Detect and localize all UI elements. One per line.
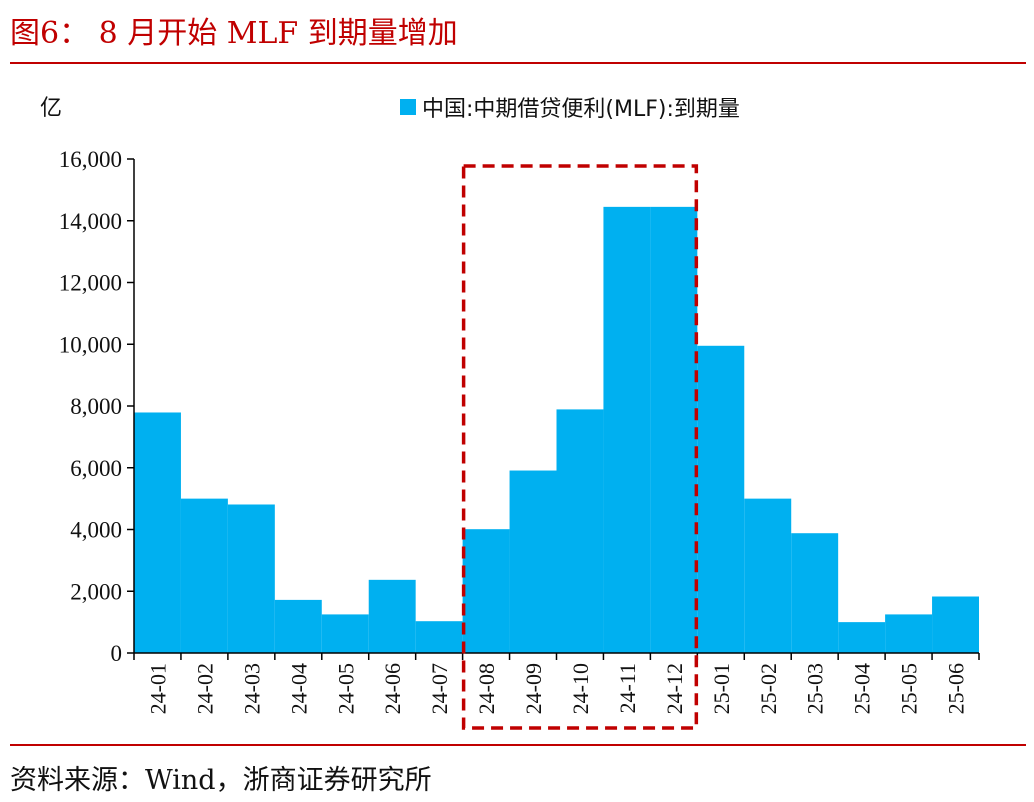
bar-24-07: [415, 621, 463, 653]
bar-24-10: [556, 409, 604, 653]
x-tick-label: 24-01: [145, 663, 170, 714]
x-tick-label: 24-11: [615, 663, 640, 714]
x-tick-label: 24-12: [662, 663, 687, 714]
legend-label: 中国:中期借贷便利(MLF):到期量: [422, 97, 740, 122]
x-tick-label: 25-03: [803, 663, 828, 714]
x-tick-label: 24-10: [568, 663, 593, 714]
x-tick-label: 24-07: [427, 663, 452, 714]
y-tick-label: 14,000: [59, 209, 122, 234]
bar-25-05: [885, 614, 933, 653]
legend-swatch: [400, 99, 416, 115]
y-tick-label: 10,000: [59, 332, 122, 357]
bar-25-04: [838, 622, 886, 654]
x-tick-label: 24-04: [286, 663, 311, 714]
x-tick-label: 25-05: [897, 663, 922, 714]
bar-24-02: [180, 498, 228, 654]
bar-24-06: [368, 579, 416, 653]
y-tick-label: 8,000: [70, 394, 122, 419]
x-tick-label: 24-05: [333, 663, 358, 714]
x-tick-label: 24-06: [380, 663, 405, 714]
source-rule: [10, 744, 1026, 746]
bar-24-04: [274, 599, 322, 653]
bar-24-08: [462, 529, 510, 653]
figure-title: 图6： 8 月开始 MLF 到期量增加: [10, 16, 458, 51]
y-tick-label: 4,000: [70, 518, 122, 543]
y-tick-label: 6,000: [70, 456, 122, 481]
bar-24-09: [509, 470, 557, 653]
x-tick-label: 25-04: [850, 663, 875, 714]
bar-24-05: [321, 614, 369, 653]
x-tick-label: 24-03: [239, 663, 264, 714]
bar-25-06: [932, 596, 979, 653]
x-tick-label: 24-08: [474, 663, 499, 714]
y-tick-label: 0: [111, 641, 123, 666]
bar-24-03: [227, 504, 275, 653]
bar-25-03: [791, 533, 839, 653]
y-tick-label: 2,000: [70, 579, 122, 604]
x-tick-label: 25-01: [709, 663, 734, 714]
bar-25-02: [744, 498, 792, 654]
y-tick-label: 16,000: [59, 147, 122, 172]
x-tick-label: 24-02: [192, 663, 217, 714]
x-tick-label: 25-06: [944, 663, 969, 714]
y-axis-unit: 亿: [40, 96, 63, 121]
bar-24-11: [603, 206, 651, 654]
title-rule: [10, 62, 1026, 64]
highlight-box: [461, 164, 699, 730]
bar-24-12: [650, 206, 698, 654]
bar-25-01: [697, 345, 745, 653]
bar-24-01: [134, 412, 181, 653]
source-note: 资料来源：Wind，浙商证券研究所: [10, 765, 432, 796]
x-tick-label: 25-02: [756, 663, 781, 714]
x-tick-label: 24-09: [521, 663, 546, 714]
y-tick-label: 12,000: [59, 271, 122, 296]
